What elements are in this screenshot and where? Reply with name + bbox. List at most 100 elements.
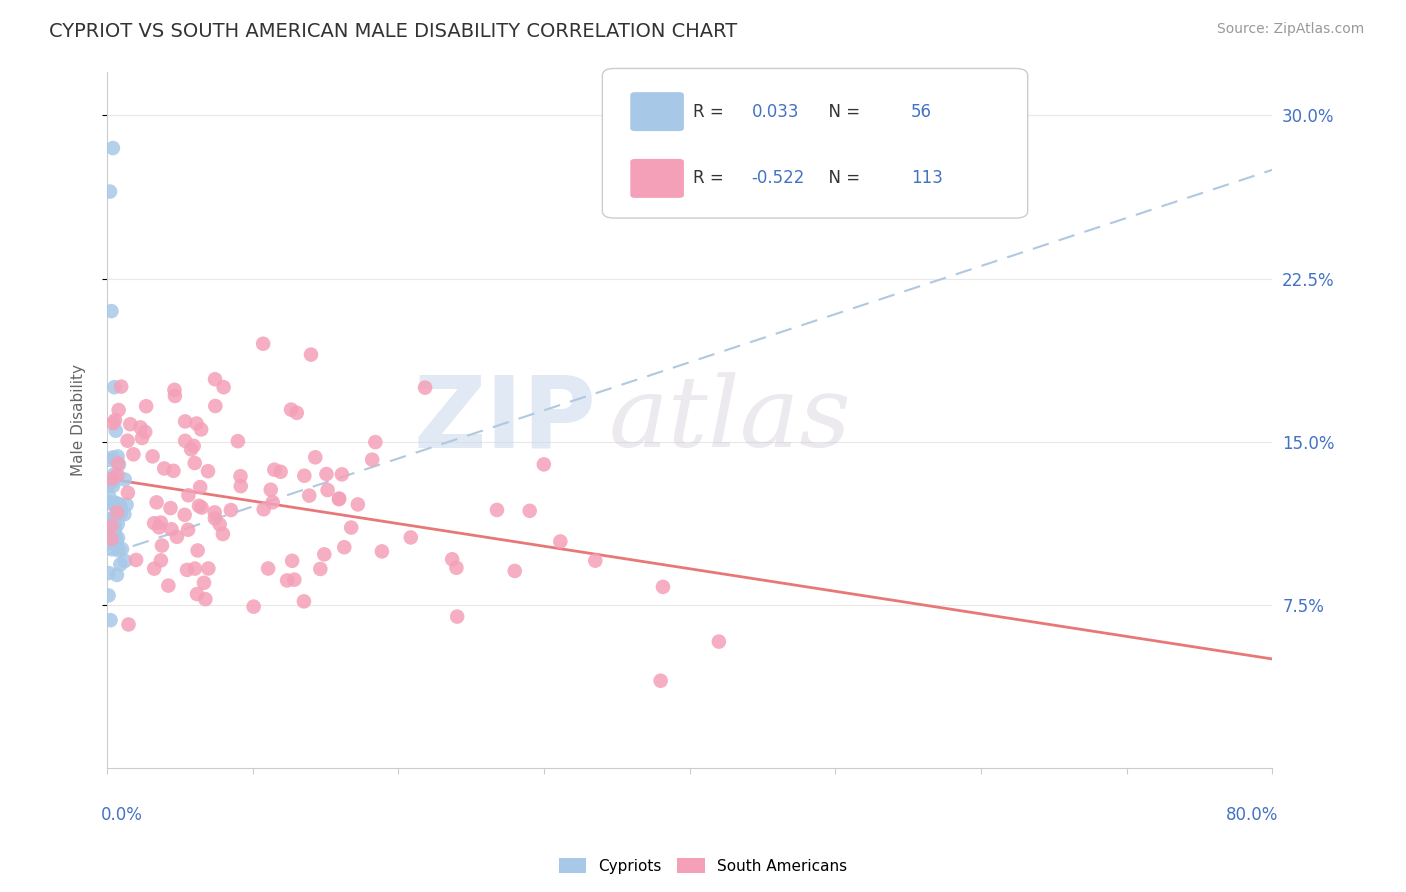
Text: N =: N =: [818, 103, 865, 120]
Point: [107, 543, 129, 558]
Point: [316, 483, 339, 497]
Point: [183, 439, 205, 453]
Point: [707, 634, 730, 648]
Point: [186, 417, 208, 431]
Point: [97, 495, 120, 509]
Point: [108, 458, 131, 472]
Point: [104, 413, 127, 427]
Point: [187, 499, 209, 513]
Point: [149, 516, 172, 530]
Point: [204, 505, 226, 519]
Point: [177, 488, 200, 502]
Point: [103, 529, 125, 543]
Point: [174, 414, 197, 428]
Point: [149, 553, 172, 567]
Point: [150, 539, 173, 553]
Point: [299, 348, 322, 362]
Text: ZIP: ZIP: [413, 371, 596, 468]
Point: [190, 500, 212, 515]
Point: [226, 434, 249, 449]
Point: [583, 554, 606, 568]
Point: [190, 422, 212, 436]
Point: [131, 431, 153, 445]
Point: [361, 452, 384, 467]
Point: [107, 403, 129, 417]
Point: [101, 514, 124, 528]
Point: [103, 517, 125, 532]
Text: 0.033: 0.033: [751, 103, 799, 120]
Point: [519, 504, 541, 518]
Point: [340, 520, 363, 534]
Point: [117, 617, 139, 632]
Point: [193, 575, 215, 590]
Point: [208, 517, 231, 532]
Point: [101, 475, 124, 489]
Point: [197, 561, 219, 575]
Point: [176, 563, 198, 577]
Point: [503, 564, 526, 578]
Point: [142, 450, 165, 464]
Point: [103, 467, 125, 482]
Point: [212, 380, 235, 394]
Point: [159, 501, 181, 516]
Point: [97, 566, 120, 580]
Point: [162, 464, 184, 478]
Legend: Cypriots, South Americans: Cypriots, South Americans: [553, 852, 853, 880]
Point: [276, 574, 298, 588]
Point: [143, 561, 166, 575]
Point: [110, 379, 132, 393]
Point: [260, 483, 283, 497]
Point: [97, 473, 120, 487]
Point: [98, 536, 121, 550]
Point: [105, 507, 128, 521]
Point: [104, 532, 127, 546]
Point: [219, 503, 242, 517]
Point: [485, 503, 508, 517]
Point: [101, 141, 124, 155]
Point: [157, 579, 180, 593]
Point: [242, 599, 264, 614]
Point: [253, 502, 276, 516]
Point: [98, 512, 121, 526]
Point: [212, 527, 235, 541]
Point: [257, 561, 280, 575]
Point: [194, 592, 217, 607]
Point: [107, 516, 129, 531]
Point: [117, 434, 139, 448]
Point: [446, 609, 468, 624]
Text: R =: R =: [693, 103, 730, 120]
FancyBboxPatch shape: [602, 69, 1028, 218]
Text: atlas: atlas: [609, 372, 851, 467]
Point: [100, 532, 122, 546]
Point: [105, 505, 128, 519]
Point: [108, 498, 131, 512]
Point: [314, 547, 336, 561]
Point: [114, 554, 136, 568]
Point: [652, 580, 675, 594]
Point: [186, 587, 208, 601]
Point: [281, 554, 304, 568]
Text: -0.522: -0.522: [751, 169, 804, 187]
Point: [103, 530, 125, 544]
Point: [188, 480, 211, 494]
Point: [100, 527, 122, 541]
Point: [650, 673, 672, 688]
Point: [309, 562, 332, 576]
Text: 80.0%: 80.0%: [1226, 806, 1278, 824]
Point: [270, 465, 292, 479]
Point: [145, 495, 167, 509]
Point: [97, 478, 120, 492]
Point: [364, 435, 387, 450]
Point: [110, 507, 132, 521]
Point: [184, 561, 207, 575]
Point: [166, 530, 188, 544]
Point: [97, 526, 120, 541]
FancyBboxPatch shape: [630, 159, 683, 198]
Point: [101, 519, 124, 533]
Point: [446, 560, 468, 574]
Point: [160, 522, 183, 536]
Point: [97, 589, 120, 603]
Point: [204, 399, 226, 413]
Point: [262, 495, 284, 509]
Text: 113: 113: [911, 169, 943, 187]
